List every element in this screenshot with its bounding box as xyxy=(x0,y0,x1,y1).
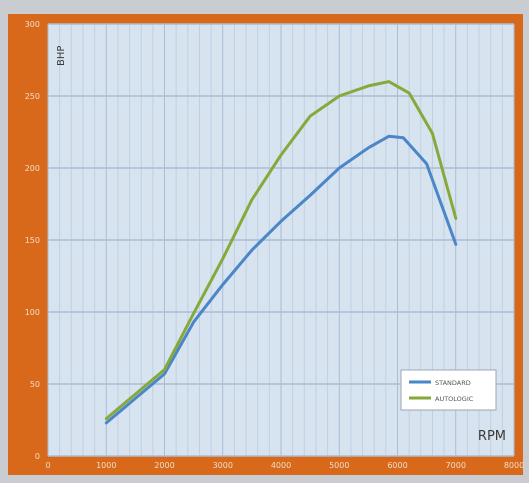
x-tick-label: 5000 xyxy=(329,461,349,470)
y-tick-label: 100 xyxy=(25,308,40,317)
x-tick-label: 4000 xyxy=(271,461,291,470)
series-line-standard xyxy=(104,134,458,425)
legend-label: AUTOLOGIC xyxy=(435,395,474,403)
y-tick-label: 0 xyxy=(35,452,40,461)
legend-label: STANDARD xyxy=(435,379,471,387)
y-tick-label: 50 xyxy=(30,380,40,389)
y-tick-label: 200 xyxy=(25,164,40,173)
series-line-autologic xyxy=(104,80,458,421)
x-tick-label: 8000 xyxy=(504,461,524,470)
y-tick-label: 250 xyxy=(25,92,40,101)
x-tick-label: 1000 xyxy=(96,461,116,470)
y-axis-label: BHP xyxy=(56,46,67,66)
y-tick-label: 300 xyxy=(25,20,40,29)
x-tick-label: 0 xyxy=(45,461,50,470)
x-tick-label: 6000 xyxy=(387,461,407,470)
y-tick-label: 150 xyxy=(25,236,40,245)
x-tick-label: 2000 xyxy=(154,461,174,470)
x-axis-label: RPM xyxy=(478,429,506,444)
legend-box xyxy=(400,369,497,411)
x-tick-label: 3000 xyxy=(213,461,233,470)
x-tick-label: 7000 xyxy=(446,461,466,470)
